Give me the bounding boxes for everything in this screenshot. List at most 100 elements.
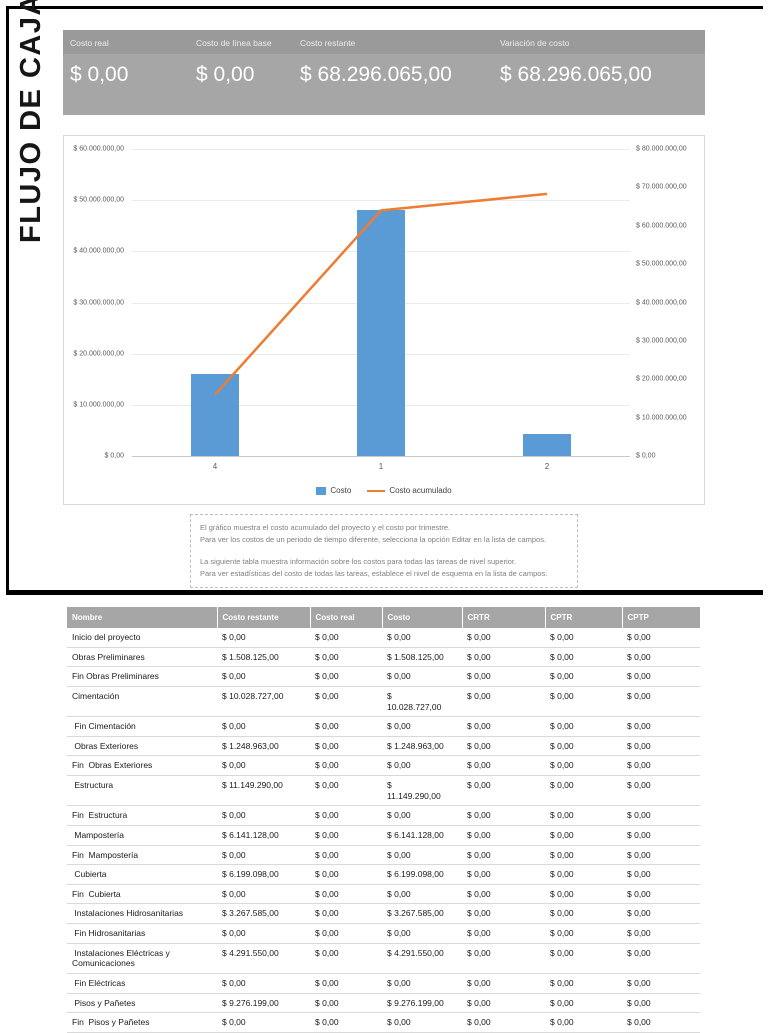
cell-costo-restante: $ 0,00	[217, 1012, 310, 1033]
cell-cptr: $ 0,00	[545, 943, 622, 974]
legend-bar-swatch	[316, 486, 327, 495]
cell-cptr: $ 0,00	[545, 666, 622, 687]
cell-costo-restante: $ 0,00	[217, 628, 310, 648]
table-row: Inicio del proyecto $ 0,00 $ 0,00 $ 0,00 $ 0…	[67, 628, 700, 648]
kpi-value: $ 68.296.065,00	[500, 63, 652, 86]
legend-label: Costo	[330, 486, 352, 495]
cell-nombre: Instalaciones Hidrosanitarias	[67, 903, 217, 924]
cell-crtr: $ 0,00	[462, 973, 545, 994]
cell-costo-restante: $ 6.199.098,00	[217, 864, 310, 885]
cell-nombre: Fin Estructura	[67, 805, 217, 826]
cell-cptp: $ 0,00	[622, 903, 700, 924]
cell-crtr: $ 0,00	[462, 825, 545, 846]
cell-nombre: Fin Pisos y Pañetes	[67, 1012, 217, 1033]
x-axis-label: 2	[544, 462, 550, 471]
kpi-value: $ 68.296.065,00	[300, 63, 452, 86]
cell-costo-restante: $ 0,00	[217, 884, 310, 905]
cell-cptp: $ 0,00	[622, 805, 700, 826]
cell-crtr: $ 0,00	[462, 923, 545, 944]
cell-nombre: Cimentación	[67, 686, 217, 718]
cell-costo-real: $ 0,00	[310, 923, 382, 944]
cell-costo: $ 0,00	[382, 716, 462, 737]
cell-nombre: Cubierta	[67, 864, 217, 885]
y-axis-label-right: $ 50.000.000,00	[636, 260, 687, 268]
cell-costo: $ 3.267.585,00	[382, 903, 462, 924]
table-row: Cubierta $ 6.199.098,00 $ 0,00 $ 6.199.098,…	[67, 864, 700, 885]
cell-nombre: Instalaciones Eléctricas y Comunicacione…	[67, 943, 217, 974]
cell-cptr: $ 0,00	[545, 716, 622, 737]
y-axis-label-right: $ 80.000.000,00	[636, 145, 687, 153]
cell-cptp: $ 0,00	[622, 628, 700, 648]
cell-nombre: Fin Hidrosanitarias	[67, 923, 217, 944]
y-axis-label-left: $ 60.000.000,00	[73, 145, 124, 153]
table-row: Fin Eléctricas $ 0,00 $ 0,00 $ 0,00 $ 0,00 $ …	[67, 973, 700, 994]
cell-costo-real: $ 0,00	[310, 805, 382, 826]
cell-crtr: $ 0,00	[462, 943, 545, 974]
cell-costo-restante: $ 0,00	[217, 973, 310, 994]
legend-line-swatch	[367, 489, 386, 492]
cell-costo: $ 0,00	[382, 884, 462, 905]
cell-cptp: $ 0,00	[622, 736, 700, 757]
cell-cptp: $ 0,00	[622, 686, 700, 718]
column-header: Costo restante	[217, 607, 311, 628]
cell-costo-restante: $ 11.149.290,00	[217, 775, 310, 807]
cost-table: Nombre Costo restante Costo real Costo CRTR C…	[67, 607, 700, 1033]
cell-costo-restante: $ 0,00	[217, 666, 310, 687]
table-row: Fin Estructura $ 0,00 $ 0,00 $ 0,00 $ 0,00 $ …	[67, 805, 700, 826]
cell-costo: $ 0,00	[382, 973, 462, 994]
kpi-label: Costo real	[70, 38, 109, 48]
gridline	[132, 456, 630, 457]
cell-costo: $ 0,00	[382, 845, 462, 866]
cell-nombre: Fin Obras Exteriores	[67, 755, 217, 776]
y-axis-label-left: $ 0,00	[104, 452, 124, 460]
cell-costo-restante: $ 1.508.125,00	[217, 647, 310, 668]
table-row: Cimentación $ 10.028.727,00 $ 0,00 $ 10.028…	[67, 686, 700, 718]
cell-costo-real: $ 0,00	[310, 943, 382, 974]
gridline	[132, 200, 630, 202]
bar-costo	[191, 374, 239, 456]
cell-costo: $ 0,00	[382, 628, 462, 648]
kpi-summary-band: Costo real $ 0,00 Costo de línea base $ 0,0…	[63, 30, 705, 115]
cost-chart: Costo Costo acumulado $ 60.000.000,00 $ 50…	[63, 135, 705, 505]
cell-costo-restante: $ 0,00	[217, 805, 310, 826]
cell-costo-real: $ 0,00	[310, 775, 382, 807]
legend-label: Costo acumulado	[389, 486, 452, 495]
cell-cptp: $ 0,00	[622, 845, 700, 866]
y-axis-label-right: $ 20.000.000,00	[636, 375, 687, 383]
cell-costo-restante: $ 0,00	[217, 716, 310, 737]
table-row: Obras Preliminares $ 1.508.125,00 $ 0,00 $ …	[67, 647, 700, 668]
cell-costo-real: $ 0,00	[310, 864, 382, 885]
table-row: Instalaciones Eléctricas y Comunicacione…	[67, 943, 700, 974]
top-border-rule	[6, 6, 763, 9]
cell-costo: $ 0,00	[382, 923, 462, 944]
cell-cptp: $ 0,00	[622, 716, 700, 737]
column-header: CPTR	[545, 607, 623, 628]
cell-cptp: $ 0,00	[622, 923, 700, 944]
cell-costo-restante: $ 0,00	[217, 755, 310, 776]
cell-costo: $ 6.141.128,00	[382, 825, 462, 846]
cell-crtr: $ 0,00	[462, 845, 545, 866]
cell-cptp: $ 0,00	[622, 775, 700, 807]
note-line: Para ver los costos de un periodo de tie…	[200, 535, 547, 544]
cell-costo-real: $ 0,00	[310, 716, 382, 737]
cell-crtr: $ 0,00	[462, 686, 545, 718]
kpi-value: $ 0,00	[196, 63, 255, 86]
cell-cptr: $ 0,00	[545, 845, 622, 866]
cell-cptr: $ 0,00	[545, 647, 622, 668]
cell-crtr: $ 0,00	[462, 775, 545, 807]
kpi-value: $ 0,00	[70, 63, 129, 86]
note-line: Para ver estadísticas del costo de todas…	[200, 569, 548, 578]
table-row: Fin Hidrosanitarias $ 0,00 $ 0,00 $ 0,00 $ 0…	[67, 923, 700, 944]
cell-costo: $ 0,00	[382, 666, 462, 687]
cell-cptr: $ 0,00	[545, 736, 622, 757]
legend-item: Costo acumulado	[367, 486, 452, 495]
cell-costo-real: $ 0,00	[310, 666, 382, 687]
cell-cptp: $ 0,00	[622, 647, 700, 668]
cell-costo: $ 0,00	[382, 805, 462, 826]
table-row: Fin Cubierta $ 0,00 $ 0,00 $ 0,00 $ 0,00 $ 0,…	[67, 884, 700, 905]
cell-crtr: $ 0,00	[462, 628, 545, 648]
table-row: Fin Obras Preliminares $ 0,00 $ 0,00 $ 0,00…	[67, 666, 700, 687]
x-axis-label: 4	[212, 462, 218, 471]
bar-costo	[523, 434, 571, 456]
cell-nombre: Fin Mampostería	[67, 845, 217, 866]
